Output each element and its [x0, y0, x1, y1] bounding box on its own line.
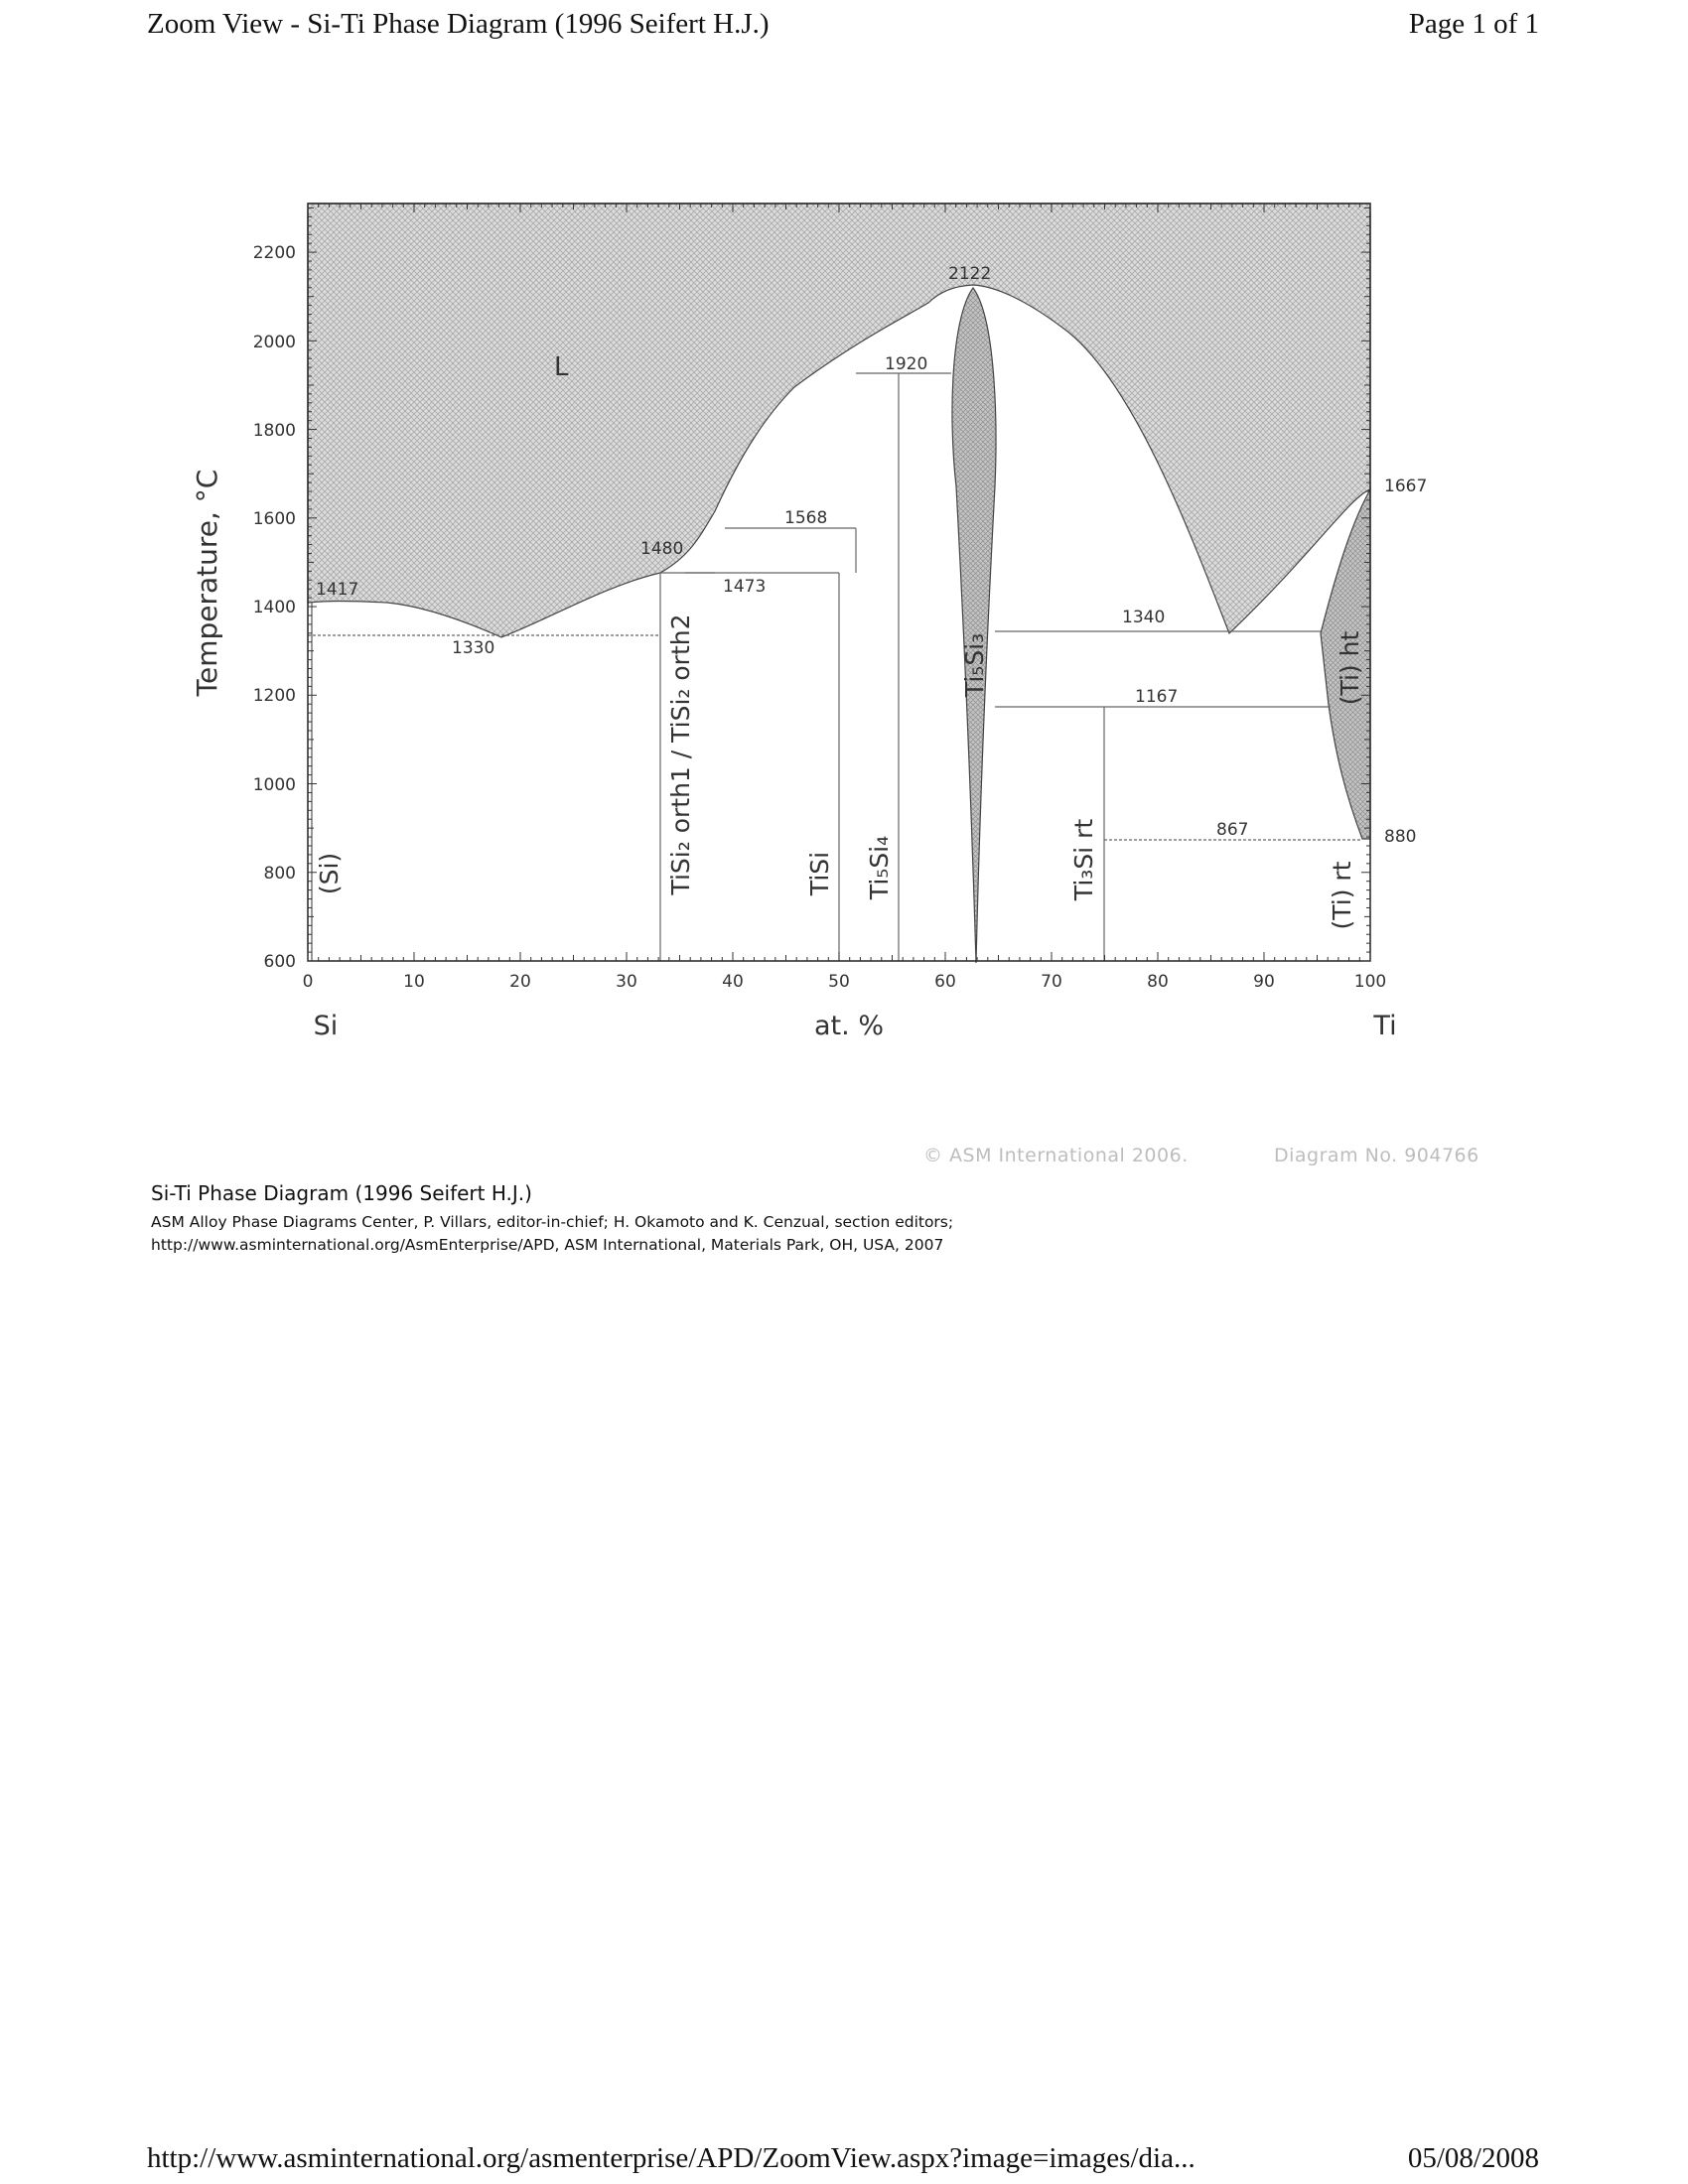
- phase-label-tisi2: TiSi₂ orth1 / TiSi₂ orth2: [666, 614, 695, 895]
- y-axis-title: Temperature, °C: [191, 470, 223, 698]
- right-element-label: Ti: [1372, 1011, 1396, 1041]
- temp-label-880: 880: [1384, 827, 1416, 847]
- x-tick-label: 90: [1253, 972, 1275, 992]
- phase-label-si: (Si): [315, 853, 344, 894]
- x-tick-label: 30: [616, 972, 637, 992]
- temp-label-1167: 1167: [1135, 687, 1178, 707]
- x-tick-label: 50: [828, 972, 850, 992]
- y-tick-label: 1800: [253, 421, 296, 441]
- y-tick-label: 2200: [253, 243, 296, 263]
- phase-label-ti-ht: (Ti) ht: [1336, 631, 1364, 706]
- temp-label-867: 867: [1216, 820, 1248, 840]
- temp-label-1417: 1417: [316, 580, 358, 600]
- y-tick-label: 1000: [253, 775, 296, 795]
- temp-label-1473: 1473: [723, 577, 766, 597]
- temp-label-1920: 1920: [885, 354, 927, 374]
- x-tick-label: 0: [303, 972, 314, 992]
- y-tick-label: 1200: [253, 686, 296, 706]
- copyright-watermark: © ASM International 2006.: [923, 1145, 1189, 1166]
- x-tick-label: 20: [509, 972, 531, 992]
- y-tick-label: 600: [264, 952, 296, 972]
- caption-credit-url: http://www.asminternational.org/AsmEnter…: [151, 1236, 944, 1254]
- x-tick-label: 60: [934, 972, 956, 992]
- x-tick-label: 40: [722, 972, 744, 992]
- y-tick-label: 800: [264, 864, 296, 884]
- x-tick-label: 70: [1041, 972, 1062, 992]
- page-number: Page 1 of 1: [1408, 8, 1539, 40]
- diagram-number-watermark: Diagram No. 904766: [1274, 1145, 1479, 1166]
- temp-label-1667: 1667: [1384, 477, 1427, 496]
- caption-credit-line: ASM Alloy Phase Diagrams Center, P. Vill…: [151, 1213, 954, 1231]
- phase-label-ti5si3: Ti₅Si₃: [960, 633, 989, 698]
- temp-label-2122: 2122: [948, 264, 991, 284]
- x-tick-label: 100: [1354, 972, 1386, 992]
- y-tick-label: 1400: [253, 598, 296, 617]
- temp-label-1480: 1480: [640, 539, 683, 559]
- ti5si3-region: [951, 286, 997, 964]
- page-header-title: Zoom View - Si-Ti Phase Diagram (1996 Se…: [147, 8, 770, 40]
- ti-ht-region: [1320, 486, 1371, 840]
- y-tick-label: 2000: [253, 333, 296, 352]
- phase-label-ti-rt: (Ti) rt: [1328, 861, 1356, 929]
- phase-label-ti5si4: Ti₅Si₄: [865, 836, 894, 900]
- footer-url: http://www.asminternational.org/asmenter…: [147, 2142, 1196, 2174]
- phase-label-tisi: TiSi: [805, 852, 834, 896]
- x-tick-label: 10: [403, 972, 425, 992]
- phase-diagram: 0 10 20 30 40 50 60 70 80 90 100 600 800…: [191, 203, 1427, 1041]
- caption-title: Si-Ti Phase Diagram (1996 Seifert H.J.): [151, 1181, 532, 1205]
- phase-label-liquid: L: [554, 352, 569, 382]
- temp-label-1568: 1568: [784, 508, 827, 528]
- temp-label-1330: 1330: [452, 638, 494, 658]
- footer-date: 05/08/2008: [1407, 2142, 1539, 2174]
- phase-label-ti3si: Ti₃Si rt: [1069, 819, 1098, 902]
- axis-ticks: [307, 204, 1371, 962]
- temp-label-1340: 1340: [1122, 608, 1165, 627]
- left-element-label: Si: [314, 1011, 339, 1041]
- y-tick-label: 1600: [253, 509, 296, 529]
- x-tick-label: 80: [1147, 972, 1169, 992]
- x-axis-title: at. %: [814, 1011, 884, 1041]
